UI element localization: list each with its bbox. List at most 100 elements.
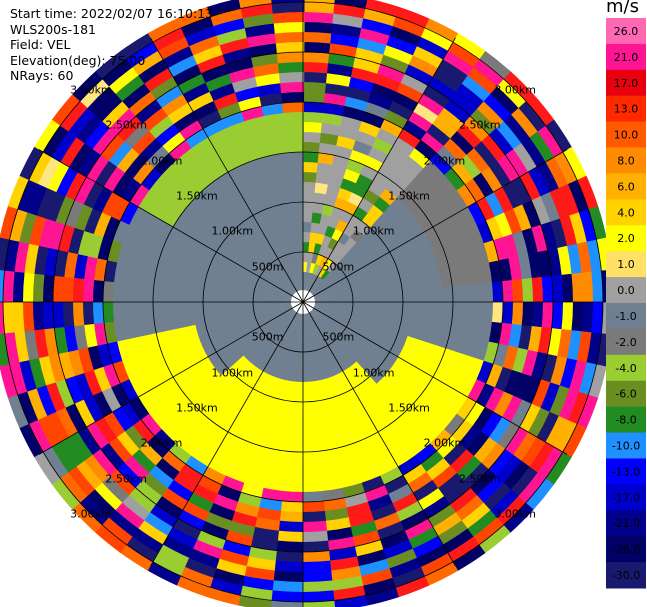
velocity-gate <box>467 379 486 404</box>
velocity-gate <box>72 300 85 327</box>
velocity-gate <box>327 237 339 251</box>
velocity-gate <box>131 130 157 155</box>
velocity-gate <box>214 273 228 286</box>
velocity-gate <box>252 296 264 302</box>
velocity-gate <box>282 480 303 493</box>
velocity-gate <box>327 342 339 355</box>
velocity-gate <box>181 500 210 522</box>
velocity-gate <box>220 475 245 493</box>
velocity-gate <box>222 47 253 65</box>
velocity-gate <box>541 302 554 330</box>
velocity-gate <box>518 254 533 281</box>
velocity-gate <box>342 342 356 355</box>
velocity-gate <box>588 206 607 242</box>
velocity-gate <box>77 147 102 177</box>
velocity-gate <box>369 277 382 288</box>
velocity-gate <box>421 496 451 520</box>
velocity-gate <box>478 320 493 343</box>
start-time-text: Start time: 2022/02/07 16:10:13 <box>10 6 214 21</box>
colorbar-segment <box>606 380 646 408</box>
velocity-gate <box>171 517 202 540</box>
velocity-gate <box>59 435 85 467</box>
velocity-gate <box>172 213 191 232</box>
velocity-gate <box>340 310 353 318</box>
velocity-gate <box>62 275 75 302</box>
velocity-gate <box>159 344 176 364</box>
velocity-gate <box>216 326 230 339</box>
velocity-gate <box>352 302 364 309</box>
velocity-gate <box>86 153 110 182</box>
velocity-gate <box>267 342 278 355</box>
velocity-gate <box>273 258 284 270</box>
velocity-gate <box>217 101 243 120</box>
velocity-gate <box>483 341 499 365</box>
velocity-gate <box>301 590 335 603</box>
velocity-gate <box>259 92 284 107</box>
velocity-gate <box>323 345 334 358</box>
velocity-gate <box>483 93 513 123</box>
velocity-gate <box>440 196 460 218</box>
velocity-gate <box>319 378 331 391</box>
velocity-gate <box>317 223 329 236</box>
velocity-gate <box>357 273 370 284</box>
velocity-gate <box>457 354 475 377</box>
velocity-gate <box>217 440 238 458</box>
velocity-gate <box>309 273 316 284</box>
velocity-gate <box>487 448 514 478</box>
velocity-gate <box>279 81 305 94</box>
velocity-gate <box>35 384 57 417</box>
velocity-gate <box>456 455 482 482</box>
velocity-gate <box>204 511 232 531</box>
velocity-gate <box>120 177 142 202</box>
velocity-gate <box>316 438 335 452</box>
velocity-gate <box>300 311 303 323</box>
velocity-gate <box>403 518 434 541</box>
velocity-gate <box>292 283 299 294</box>
velocity-gate <box>37 414 61 448</box>
velocity-gate <box>248 353 262 367</box>
velocity-gate <box>336 402 352 417</box>
velocity-gate <box>436 174 458 197</box>
velocity-gate <box>84 120 111 150</box>
velocity-gate <box>203 310 215 323</box>
velocity-gate <box>257 276 269 286</box>
colorbar-segment <box>606 510 646 537</box>
velocity-gate <box>472 283 484 303</box>
velocity-gate <box>86 488 116 518</box>
velocity-gate <box>265 264 277 276</box>
velocity-gate <box>150 347 166 368</box>
velocity-gate <box>127 486 157 513</box>
velocity-gate <box>511 107 539 139</box>
velocity-gate <box>568 360 587 394</box>
velocity-gate <box>213 17 247 36</box>
velocity-gate <box>380 119 405 138</box>
velocity-gate <box>323 92 348 107</box>
velocity-gate <box>381 283 393 295</box>
velocity-gate <box>285 451 303 463</box>
velocity-gate <box>191 189 210 209</box>
velocity-gate <box>134 479 162 505</box>
velocity-gate <box>416 213 434 233</box>
velocity-gate <box>188 420 209 440</box>
velocity-gate <box>206 204 224 222</box>
velocity-gate <box>242 13 276 29</box>
velocity-gate <box>333 444 353 459</box>
velocity-gate <box>155 201 175 222</box>
velocity-gate <box>346 86 373 103</box>
velocity-gate <box>317 368 328 381</box>
velocity-gate <box>332 305 344 311</box>
velocity-gate <box>108 140 133 167</box>
velocity-gate <box>109 107 137 135</box>
colorbar-tick-label: 26.0 <box>614 25 639 38</box>
velocity-gate <box>357 37 388 56</box>
velocity-gate <box>197 214 215 232</box>
velocity-gate <box>280 279 290 289</box>
colorbar-tick-label: -17.0 <box>612 491 640 504</box>
colorbar-tick-label: -30.0 <box>612 569 640 582</box>
velocity-gate <box>343 249 356 263</box>
velocity-gate <box>268 448 288 462</box>
velocity-gate <box>363 587 399 606</box>
velocity-gate <box>513 204 532 233</box>
velocity-gate <box>312 318 321 329</box>
velocity-gate <box>329 425 347 440</box>
